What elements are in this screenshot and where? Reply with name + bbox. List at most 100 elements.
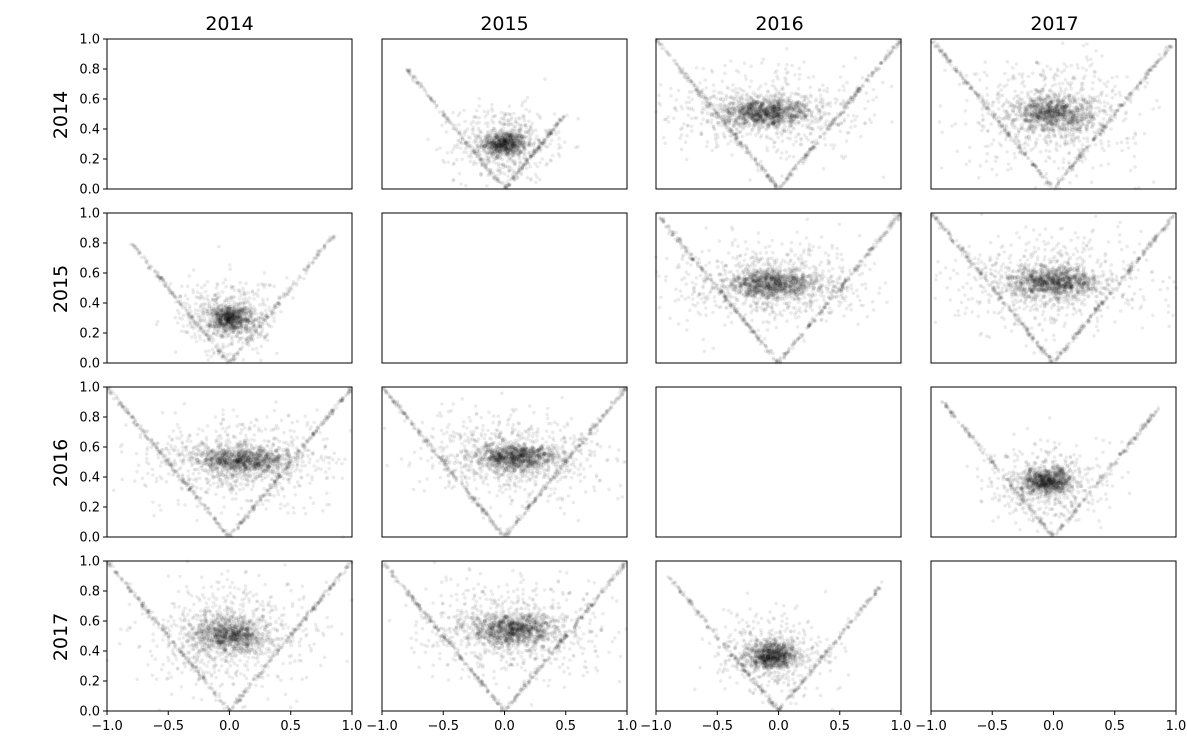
data-point-1812 (802, 159, 807, 164)
data-point-779 (709, 121, 713, 125)
data-point-99 (505, 142, 510, 147)
data-point-69 (505, 134, 511, 139)
data-point-981 (492, 140, 496, 144)
data-point-968 (1068, 110, 1073, 115)
data-point-153 (503, 142, 508, 148)
data-point-1275 (432, 101, 437, 106)
data-point-1217 (1133, 133, 1138, 137)
data-point-34 (492, 149, 498, 154)
data-point-10 (499, 144, 504, 150)
data-point-670 (455, 157, 459, 162)
data-point-1681 (1120, 103, 1124, 108)
data-point-1413 (828, 104, 833, 108)
data-point-1105 (992, 100, 996, 104)
data-point-927 (502, 114, 507, 118)
data-point-850 (964, 73, 969, 78)
data-point-1354 (795, 104, 799, 108)
data-point-1056 (993, 159, 998, 163)
data-point-19 (512, 144, 517, 149)
data-point-686 (940, 130, 944, 135)
data-point-17 (505, 152, 510, 157)
panels-group: 0.00.20.40.60.81.00.00.20.40.60.81.00.00… (79, 33, 1186, 735)
data-point-874 (465, 127, 470, 131)
data-point-928 (748, 178, 752, 182)
data-point-1265 (964, 162, 969, 167)
data-point-1385 (658, 82, 663, 87)
data-point-1338 (745, 132, 749, 137)
data-point-971 (527, 141, 532, 146)
data-point-933 (493, 146, 497, 150)
data-point-1199 (1084, 112, 1088, 116)
data-point-878 (523, 134, 528, 139)
data-point-147 (507, 133, 513, 139)
data-point-1237 (445, 119, 449, 123)
data-point-1257 (1071, 76, 1075, 80)
data-point-160 (492, 142, 497, 147)
data-point-854 (1066, 121, 1071, 125)
data-point-98 (492, 138, 497, 143)
data-point-28 (506, 139, 511, 144)
data-point-1263 (1081, 76, 1086, 81)
data-point-1659 (997, 119, 1002, 124)
data-point-875 (481, 145, 486, 149)
data-point-88 (499, 146, 504, 152)
data-point-1688 (1030, 162, 1035, 167)
data-point-1205 (1088, 64, 1092, 68)
data-point-757 (480, 138, 484, 142)
data-point-555 (550, 153, 555, 158)
data-point-1044 (1035, 137, 1039, 142)
data-point-965 (523, 123, 528, 127)
data-point-1694 (949, 59, 953, 63)
data-point-1274 (1040, 124, 1045, 128)
data-point-176 (507, 132, 512, 138)
data-point-662 (456, 138, 461, 143)
data-point-914 (729, 139, 733, 143)
data-point-124 (510, 144, 515, 150)
y-tick-label: 0.4 (79, 123, 100, 138)
data-point-977 (1067, 151, 1072, 155)
data-point-1339 (780, 94, 784, 98)
data-point-978 (798, 106, 803, 111)
data-point-788 (527, 127, 531, 132)
data-point-1215 (980, 123, 984, 128)
data-point-973 (500, 157, 505, 162)
data-point-984 (1073, 135, 1077, 139)
data-point-1416 (749, 101, 754, 106)
data-point-141 (511, 134, 517, 139)
data-point-1083 (1023, 100, 1027, 105)
data-point-94 (522, 140, 527, 145)
data-point-1307 (842, 117, 847, 122)
data-point-1179 (793, 100, 798, 104)
data-point-1361 (764, 109, 769, 113)
data-point-652 (451, 147, 456, 151)
data-point-1129 (1003, 137, 1008, 142)
data-point-154 (493, 136, 498, 141)
data-point-864 (556, 130, 561, 134)
data-point-81 (515, 146, 521, 152)
data-point-109 (488, 150, 494, 155)
data-point-1284 (1024, 134, 1029, 139)
data-point-645 (451, 110, 455, 115)
data-point-68 (511, 144, 516, 149)
data-point-1321 (733, 120, 738, 125)
data-point-668 (953, 122, 958, 126)
data-point-1297 (1055, 104, 1059, 109)
data-point-1078 (1040, 110, 1045, 115)
data-point-1265 (478, 153, 482, 158)
data-point-1018 (1031, 99, 1035, 104)
data-point-1777 (705, 99, 709, 104)
data-point-1015 (785, 115, 790, 120)
data-point-1178 (524, 157, 529, 162)
data-point-52 (497, 138, 503, 144)
data-point-26 (500, 142, 506, 148)
data-point-1270 (718, 97, 723, 101)
data-point-1208 (1062, 90, 1067, 94)
data-point-1084 (1042, 137, 1046, 142)
col-title-2015: 2015 (480, 13, 528, 35)
data-point-1190 (797, 72, 802, 77)
data-point-1185 (1028, 96, 1033, 100)
data-point-1276 (976, 175, 981, 180)
data-point-1168 (784, 102, 789, 106)
data-point-1343 (715, 103, 720, 108)
data-point-1711 (1167, 44, 1172, 49)
